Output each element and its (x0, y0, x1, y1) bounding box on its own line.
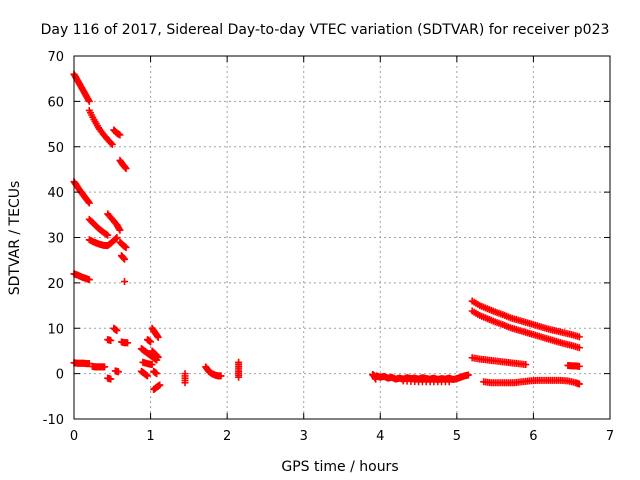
data-point (121, 278, 129, 286)
y-tick-label: 50 (47, 141, 64, 156)
data-point (122, 165, 130, 173)
satellite-arc (372, 371, 472, 384)
satellite-arc (139, 358, 156, 369)
data-point (575, 362, 583, 370)
data-point (156, 381, 164, 389)
satellite-arc (116, 238, 130, 251)
y-tick-label: 0 (56, 368, 64, 383)
y-tick-label: -10 (43, 413, 64, 428)
data-points (70, 70, 583, 394)
data-point (575, 344, 583, 352)
satellite-arc (104, 374, 115, 383)
data-point (154, 333, 162, 341)
x-axis-label: GPS time / hours (281, 459, 398, 475)
satellite-arc (117, 252, 129, 263)
satellite-arc (137, 345, 161, 364)
data-point (85, 97, 93, 105)
x-tick-label: 6 (529, 429, 537, 444)
data-point (464, 371, 472, 379)
data-point (144, 372, 152, 380)
data-point (108, 140, 116, 148)
data-point (107, 139, 115, 147)
data-point (85, 199, 93, 207)
data-point (112, 235, 120, 243)
data-point (116, 226, 124, 234)
satellite-arc (564, 361, 583, 370)
y-tick-label: 30 (47, 232, 64, 247)
data-point (217, 372, 225, 380)
satellite-arc (137, 367, 152, 380)
data-point (148, 361, 156, 369)
data-point (575, 380, 583, 388)
y-tick-label: 70 (47, 50, 64, 65)
satellite-arc (480, 376, 583, 388)
satellite-arc (235, 358, 243, 381)
x-tick-label: 3 (300, 429, 308, 444)
data-point (147, 338, 155, 346)
axis-ticks: 0 1 2 3 4 5 6 7 -10 0 10 20 30 40 50 60 70 (43, 50, 614, 444)
y-axis-label: SDTVAR / TECUs (7, 181, 23, 296)
data-point (121, 255, 129, 263)
data-point (154, 353, 162, 361)
satellite-arc (181, 370, 189, 387)
satellite-arc (468, 354, 530, 369)
y-tick-label: 10 (47, 322, 64, 337)
satellite-arc (88, 362, 109, 371)
satellite-arc (85, 106, 116, 148)
satellite-arc (85, 215, 112, 239)
satellite-arc (111, 367, 122, 376)
x-tick-label: 5 (453, 429, 461, 444)
satellite-arc (116, 156, 130, 173)
satellite-arc (104, 336, 115, 345)
data-point (107, 375, 115, 383)
data-point (101, 363, 109, 371)
data-point (116, 131, 124, 139)
data-point (113, 234, 121, 241)
data-point (85, 276, 93, 284)
satellite-arc (117, 338, 132, 347)
data-point (445, 378, 453, 386)
x-tick-label: 2 (223, 429, 231, 444)
x-tick-label: 0 (70, 429, 78, 444)
y-tick-label: 40 (47, 186, 64, 201)
satellite-arc (144, 336, 155, 346)
satellite-arc (399, 377, 453, 386)
data-point (122, 243, 130, 251)
satellite-arc (468, 307, 583, 352)
satellite-arc (85, 234, 121, 250)
satellite-arc (110, 126, 124, 139)
data-point (114, 368, 122, 376)
satellite-arc (148, 324, 162, 341)
data-point (181, 379, 189, 387)
data-point (104, 231, 112, 239)
data-point (522, 361, 530, 369)
satellite-arc (150, 367, 161, 378)
satellite-arc (202, 363, 225, 380)
data-point (575, 333, 583, 341)
x-tick-label: 7 (606, 429, 614, 444)
satellite-arc (121, 278, 129, 286)
x-tick-label: 4 (376, 429, 384, 444)
data-point (124, 339, 132, 347)
satellite-arc (110, 324, 121, 335)
satellite-arc (150, 381, 164, 394)
satellite-arc (104, 210, 124, 234)
x-tick-label: 1 (146, 429, 154, 444)
satellite-arc (148, 347, 162, 361)
data-point (153, 370, 161, 378)
y-tick-label: 60 (47, 95, 64, 110)
chart-title: Day 116 of 2017, Sidereal Day-to-day VTE… (41, 22, 610, 38)
data-point (107, 337, 115, 345)
data-point (113, 327, 121, 335)
satellite-arc (468, 297, 583, 341)
data-point (235, 373, 243, 381)
y-tick-label: 20 (47, 277, 64, 292)
